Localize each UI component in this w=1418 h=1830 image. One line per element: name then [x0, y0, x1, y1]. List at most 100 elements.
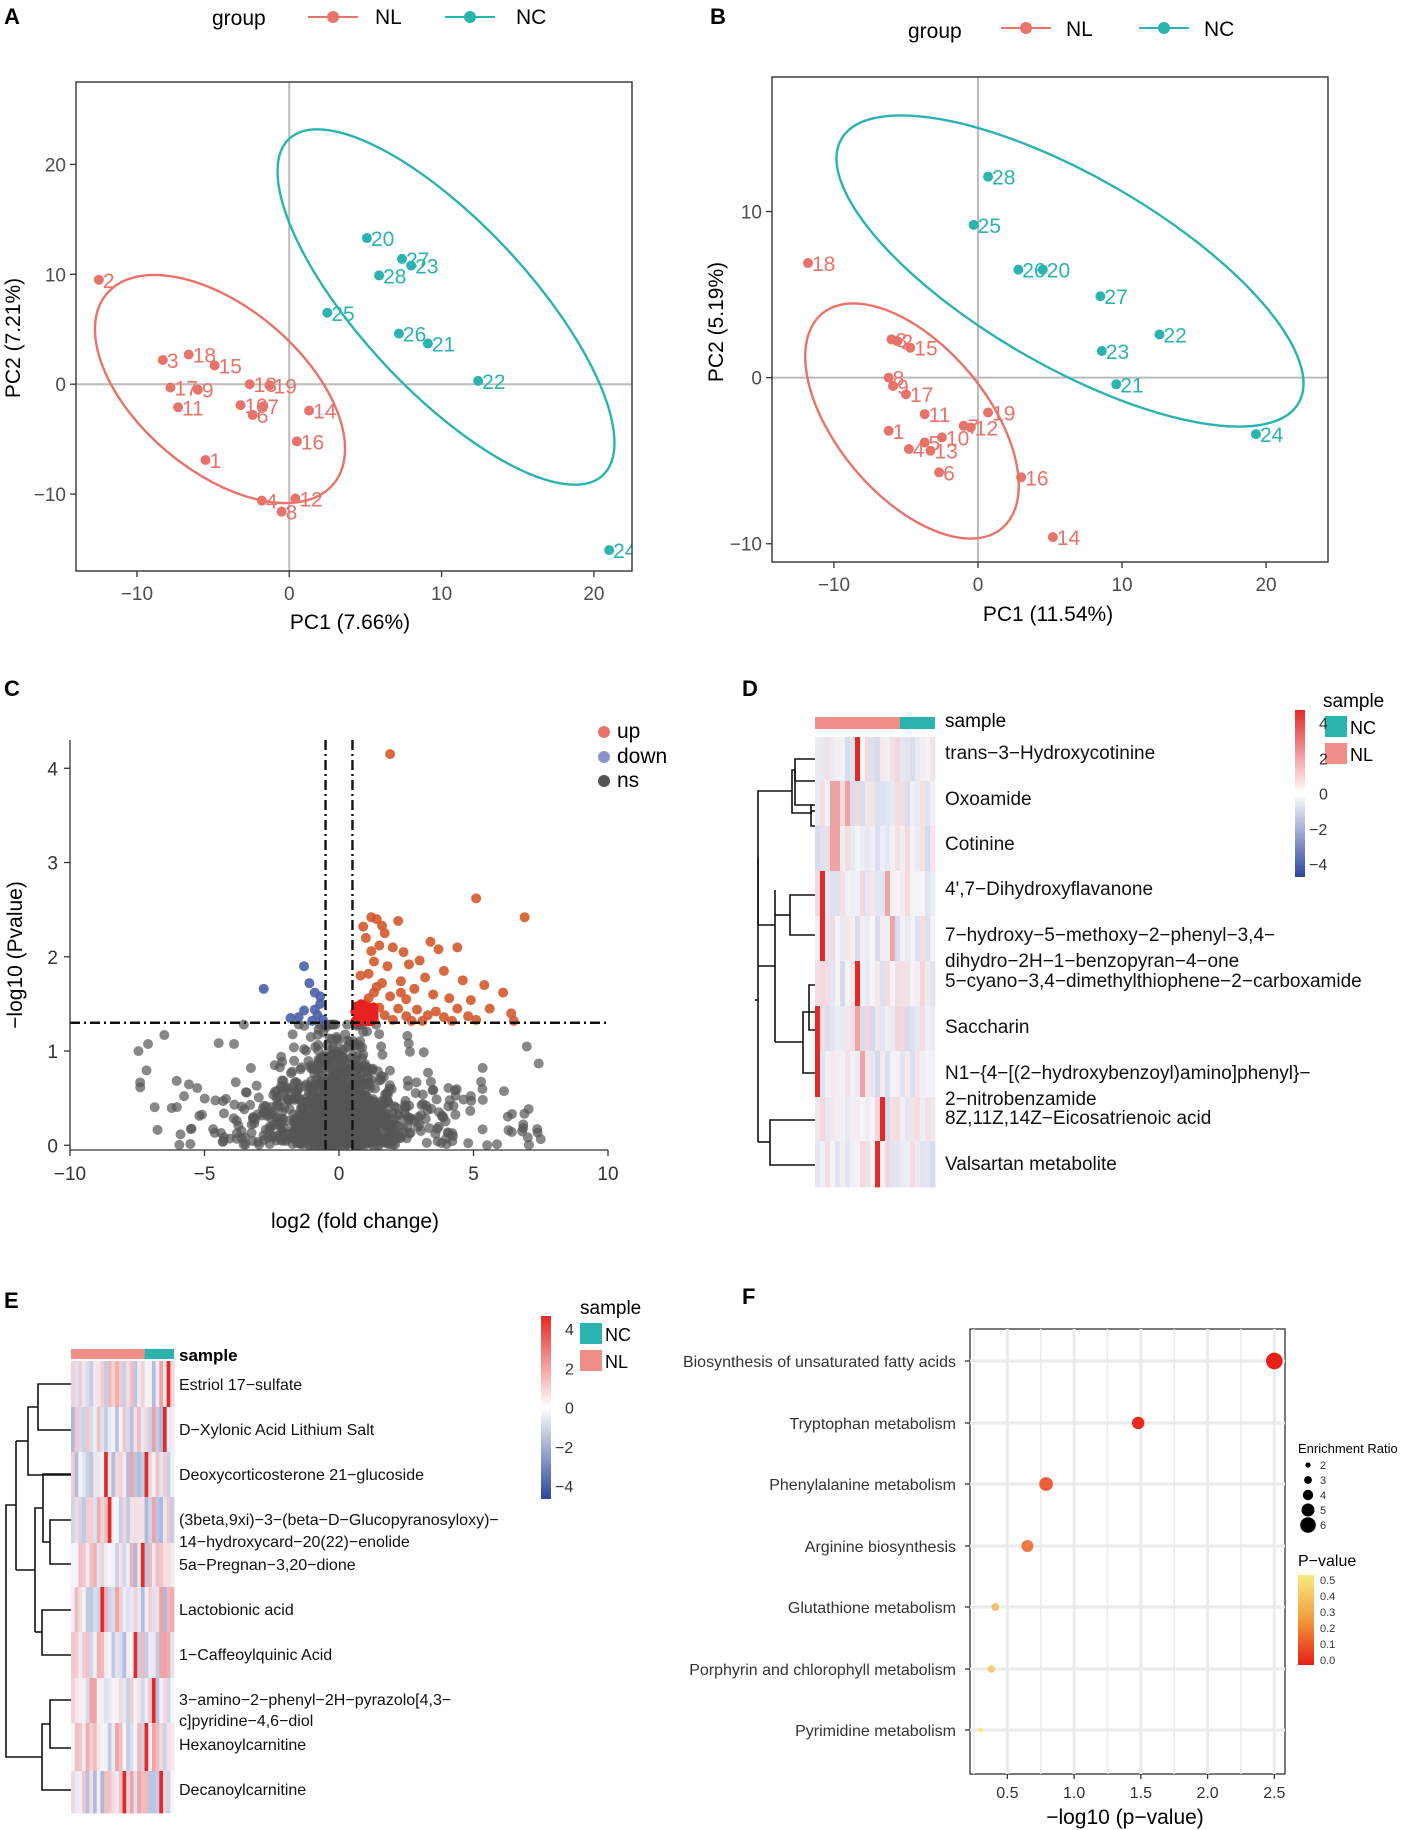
- pca-b-y-tick-label: 10: [741, 203, 762, 224]
- dotplot-point: [987, 1665, 996, 1673]
- heat-e-cell: [118, 1632, 123, 1679]
- heat-e-cell: [166, 1632, 171, 1679]
- heat-d-cell: [870, 871, 876, 917]
- heat-d-cell: [865, 916, 871, 962]
- pca-a-point-nl: [264, 380, 275, 391]
- heat-e-cell: [115, 1632, 120, 1679]
- heat-d-cell: [880, 916, 886, 962]
- heat-e-cell: [144, 1632, 149, 1679]
- heat-e-row-label: Decanoylcarnitine: [179, 1782, 306, 1799]
- volcano-point-ns: [236, 1125, 247, 1136]
- pca-b-point-label: 25: [978, 215, 1001, 238]
- size-legend-label: 3: [1320, 1475, 1326, 1487]
- heat-e-cell: [111, 1497, 116, 1544]
- heat-d-scale-label: 0: [1319, 787, 1328, 804]
- heat-e-cell: [159, 1452, 164, 1498]
- volcano-point-ns: [443, 1083, 454, 1094]
- heat-d-cell: [845, 826, 851, 872]
- pca-a-y-tick-label: −10: [34, 485, 66, 506]
- heat-e-cell: [151, 1678, 157, 1724]
- volcano-point-up: [385, 749, 396, 760]
- volcano-point-ns: [334, 1088, 345, 1099]
- volcano-point-ns: [421, 1137, 432, 1148]
- pca-b-point-nc: [968, 219, 979, 230]
- heat-d-cell: [905, 961, 911, 1007]
- heat-e-cell: [74, 1678, 79, 1724]
- volcano-point-ns: [339, 1120, 350, 1131]
- heat-d-cell: [900, 826, 906, 872]
- heat-d-cell: [855, 916, 861, 962]
- pca-b-point-label: 14: [1057, 527, 1081, 550]
- heat-e-cell: [129, 1632, 134, 1679]
- heat-e-cell: [166, 1771, 171, 1814]
- legend-label-nl-a: NL: [375, 6, 402, 29]
- heat-e-cell: [144, 1452, 149, 1498]
- volcano-point-up: [471, 893, 482, 904]
- heat-d-cell: [850, 737, 856, 782]
- heat-e-cell: [85, 1497, 90, 1544]
- dotplot-x-tick-label: 1.0: [1063, 1785, 1085, 1802]
- heat-d-cell: [865, 1051, 871, 1098]
- pca-b-point-label: 11: [929, 404, 951, 427]
- heat-d-cell: [830, 916, 836, 962]
- heat-d-cell: [820, 961, 826, 1007]
- volcano-point-ns: [253, 1092, 264, 1103]
- heat-d-cell: [915, 1006, 921, 1052]
- heat-d-cell: [855, 781, 861, 827]
- heat-e-dendrogram-branch: [41, 1609, 71, 1656]
- volcano-point-down: [299, 961, 310, 972]
- heat-d-cell: [915, 826, 921, 872]
- heat-e-cell: [162, 1407, 168, 1453]
- heat-e-cell: [85, 1723, 90, 1772]
- legend-swatch-nc-d: [1325, 716, 1347, 737]
- heat-e-cell: [144, 1497, 149, 1544]
- heat-d-cell: [860, 1006, 866, 1052]
- pca-b-point-label: 19: [992, 403, 1015, 426]
- heat-e-cell: [140, 1361, 145, 1408]
- heat-e-cell: [89, 1497, 94, 1544]
- pca-b-point-label: 10: [946, 427, 969, 450]
- heat-e-cell: [122, 1452, 127, 1498]
- volcano-point-ns: [378, 1119, 389, 1130]
- heat-e-cell: [137, 1723, 142, 1772]
- heat-d-cell: [880, 1141, 886, 1188]
- heat-d-cell: [860, 781, 866, 827]
- heat-d-cell: [835, 916, 841, 962]
- heat-e-cell: [104, 1543, 109, 1588]
- heat-e-color-scale: [541, 1316, 551, 1499]
- heat-e-dendrogram-branch: [42, 1473, 71, 1543]
- volcano-point-ns: [384, 1065, 395, 1076]
- heat-e-cell: [107, 1361, 112, 1408]
- volcano-point-ns: [152, 1124, 163, 1135]
- pvalue-legend-label: 0.3: [1320, 1607, 1335, 1619]
- heat-e-cell: [159, 1587, 164, 1633]
- pca-a-point-nl: [256, 495, 267, 506]
- heat-d-cell: [870, 961, 876, 1007]
- heat-e-cell: [71, 1632, 76, 1679]
- volcano-point-ns: [278, 1075, 289, 1086]
- volcano-point-up: [409, 983, 420, 994]
- x-axis-label-a: PC1 (7.66%): [290, 611, 410, 634]
- volcano-point-up: [374, 940, 385, 951]
- pca-b-point-nl: [883, 425, 894, 436]
- heat-d-cell: [920, 916, 926, 962]
- volcano-point-ns: [322, 1083, 333, 1094]
- heat-e-cell: [82, 1452, 87, 1498]
- heat-e-cell: [93, 1361, 98, 1408]
- size-legend-title: Enrichment Ratio: [1298, 1441, 1398, 1456]
- heat-d-cell: [885, 1051, 891, 1098]
- heat-e-cell: [111, 1723, 116, 1772]
- volcano-point-ns: [252, 1109, 263, 1120]
- volcano-point-ns: [230, 1077, 241, 1088]
- pca-a-point-nc: [361, 233, 372, 244]
- volcano-point-up: [417, 1015, 428, 1026]
- volcano-point-ns: [433, 1107, 444, 1118]
- volcano-point-up: [463, 1011, 474, 1022]
- volcano-point-ns: [533, 1058, 544, 1069]
- pca-b-x-tick-label: −10: [818, 575, 850, 596]
- pca-b-point-nl: [803, 258, 814, 269]
- volcano-point-up: [444, 993, 455, 1004]
- volcano-point-ns: [506, 1127, 517, 1138]
- heat-d-cell: [845, 1051, 851, 1098]
- volcano-point-up: [414, 955, 425, 966]
